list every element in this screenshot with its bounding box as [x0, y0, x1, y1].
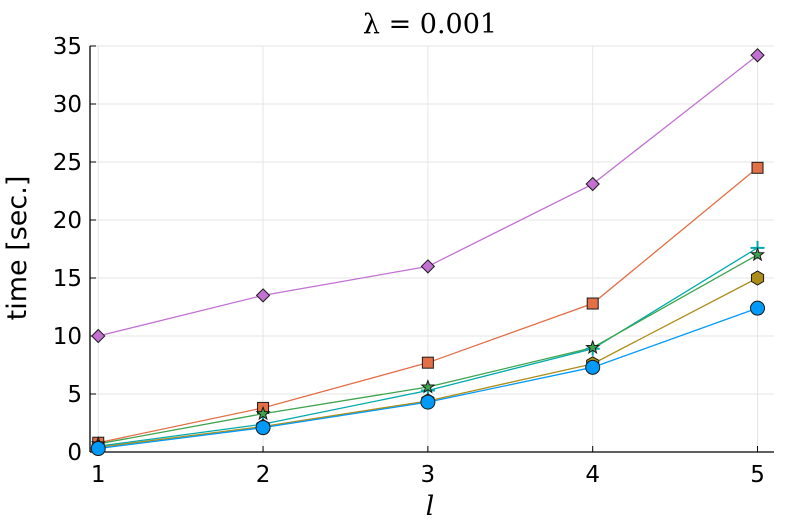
y-tick-label: 20 [53, 208, 82, 234]
circle-marker [90, 441, 106, 457]
circle-marker [585, 359, 601, 375]
circle-marker [255, 420, 271, 436]
x-tick-labels: 1 2 3 4 5 [91, 462, 765, 488]
y-tick-labels: 0 5 10 15 20 25 30 35 [53, 34, 82, 466]
y-axis-label: time [sec.] [2, 176, 33, 321]
y-tick-label: 5 [67, 382, 82, 408]
circle-marker [750, 300, 766, 316]
square-marker [751, 161, 764, 174]
star-marker [255, 405, 271, 421]
square-marker [421, 356, 434, 369]
x-tick-label: 4 [585, 462, 600, 488]
diamond-marker [255, 288, 271, 303]
diamond-marker [750, 48, 765, 63]
y-tick-label: 15 [53, 266, 82, 292]
y-tick-label: 10 [53, 324, 82, 350]
x-axis-label: l [426, 491, 435, 522]
star-marker [420, 379, 436, 394]
diamond-marker [420, 259, 436, 274]
diamond-marker [91, 328, 106, 344]
hexagon-marker [750, 270, 765, 286]
series-markers-5 [90, 300, 766, 457]
diamond-marker [585, 176, 600, 192]
y-tick-label: 35 [53, 34, 82, 60]
x-tick-label: 5 [750, 462, 765, 488]
star-marker [749, 246, 766, 262]
y-tick-label: 0 [67, 440, 82, 466]
y-tick-label: 30 [53, 92, 82, 118]
series-markers-3 [90, 246, 766, 451]
series-markers [90, 48, 766, 457]
star-marker [585, 339, 601, 355]
x-tick-label: 1 [91, 462, 106, 488]
series-markers-0 [91, 48, 765, 344]
chart-title: λ = 0.001 [363, 9, 497, 40]
square-marker [586, 297, 599, 310]
x-tick-label: 2 [256, 462, 271, 488]
x-tick-label: 3 [421, 462, 436, 488]
y-tick-label: 25 [53, 150, 82, 176]
circle-marker [420, 394, 436, 410]
